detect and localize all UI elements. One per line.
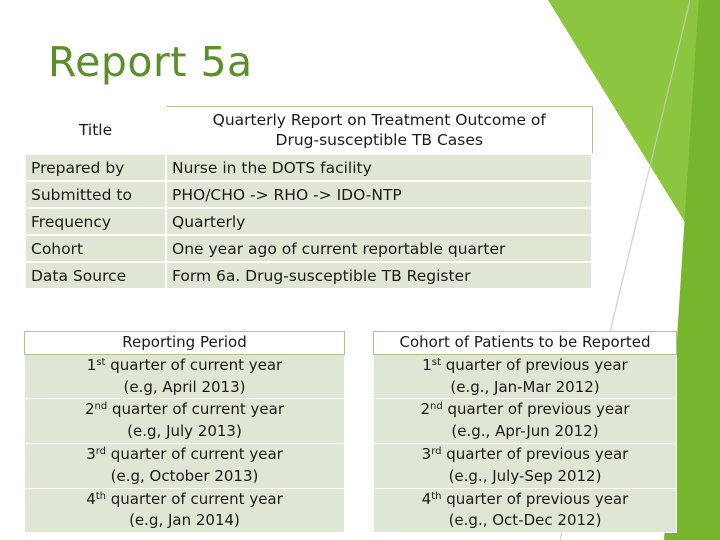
cohort-header-row: Cohort of Patients to be Reported xyxy=(373,331,677,355)
info-row-label: Frequency xyxy=(24,207,167,236)
quarter-text: quarter of current year xyxy=(106,489,283,508)
reporting-period-row: 1st quarter of current year (e.g, April … xyxy=(24,353,345,400)
info-row: Submitted to PHO/CHO -> RHO -> IDO-NTP xyxy=(24,180,593,209)
quarter-example: (e.g., Apr-Jun 2012) xyxy=(451,422,599,441)
cohort-row: 1st quarter of previous year (e.g., Jan-… xyxy=(373,353,677,400)
quarter-text: quarter of previous year xyxy=(442,400,630,419)
quarter-text: quarter of current year xyxy=(107,400,284,419)
quarter-number: 4 xyxy=(86,489,96,508)
quarter-text: quarter of previous year xyxy=(440,355,628,374)
cohort-row: 3rd quarter of previous year (e.g., July… xyxy=(373,442,677,489)
reporting-period-cell: 2nd quarter of current year (e.g, July 2… xyxy=(24,398,345,444)
cohort-header: Cohort of Patients to be Reported xyxy=(373,331,677,355)
info-row: Cohort One year ago of current reportabl… xyxy=(24,234,593,263)
info-header-value-line1: Quarterly Report on Treatment Outcome of xyxy=(212,110,546,129)
cohort-patients-table: Cohort of Patients to be Reported 1st qu… xyxy=(373,331,677,534)
reporting-period-row: 4th quarter of current year (e.g, Jan 20… xyxy=(24,487,345,534)
ordinal-suffix: nd xyxy=(94,401,108,413)
info-row-label: Cohort xyxy=(24,234,167,263)
quarter-number: 3 xyxy=(86,444,96,463)
info-header-value: Quarterly Report on Treatment Outcome of… xyxy=(165,105,593,155)
info-header-row: Title Quarterly Report on Treatment Outc… xyxy=(24,105,593,155)
quarter-example: (e.g, April 2013) xyxy=(123,377,246,396)
info-row-value: PHO/CHO -> RHO -> IDO-NTP xyxy=(165,180,593,209)
quarter-example: (e.g, October 2013) xyxy=(110,466,259,485)
ordinal-suffix: rd xyxy=(431,445,442,457)
info-row-label: Prepared by xyxy=(24,153,167,182)
cohort-row: 4th quarter of previous year (e.g., Oct-… xyxy=(373,487,677,534)
quarter-number: 1 xyxy=(86,355,97,374)
info-row-value: Quarterly xyxy=(165,207,593,236)
reporting-period-cell: 3rd quarter of current year (e.g, Octobe… xyxy=(24,442,345,489)
info-row: Frequency Quarterly xyxy=(24,207,593,236)
ordinal-suffix: rd xyxy=(95,445,107,457)
reporting-period-header-row: Reporting Period xyxy=(24,331,345,355)
report-info-table: Title Quarterly Report on Treatment Outc… xyxy=(24,105,593,290)
info-row-value: Nurse in the DOTS facility xyxy=(165,153,593,182)
reporting-period-table: Reporting Period 1st quarter of current … xyxy=(24,331,345,534)
quarter-number: 2 xyxy=(84,400,95,419)
cohort-cell: 4th quarter of previous year (e.g., Oct-… xyxy=(373,487,677,534)
cohort-cell: 2nd quarter of previous year (e.g., Apr-… xyxy=(373,398,677,444)
quarter-example: (e.g, July 2013) xyxy=(127,422,242,441)
quarter-example: (e.g., Oct-Dec 2012) xyxy=(448,511,602,530)
reporting-period-row: 3rd quarter of current year (e.g, Octobe… xyxy=(24,442,345,489)
ordinal-suffix: st xyxy=(431,356,441,368)
info-row-value: Form 6a. Drug-susceptible TB Register xyxy=(165,261,593,290)
quarter-number: 3 xyxy=(421,444,432,463)
info-header-value-line2: Drug-susceptible TB Cases xyxy=(275,130,483,149)
info-header-label: Title xyxy=(24,105,167,155)
quarter-number: 4 xyxy=(421,489,432,508)
reporting-period-header: Reporting Period xyxy=(24,331,345,355)
reporting-period-cell: 4th quarter of current year (e.g, Jan 20… xyxy=(24,487,345,534)
cohort-cell: 3rd quarter of previous year (e.g., July… xyxy=(373,442,677,489)
quarter-text: quarter of previous year xyxy=(441,489,629,508)
quarter-example: (e.g., July-Sep 2012) xyxy=(448,466,602,485)
info-row: Prepared by Nurse in the DOTS facility xyxy=(24,153,593,182)
ordinal-suffix: st xyxy=(96,356,106,368)
info-row-value: One year ago of current reportable quart… xyxy=(165,234,593,263)
reporting-period-row: 2nd quarter of current year (e.g, July 2… xyxy=(24,398,345,444)
quarter-number: 1 xyxy=(422,355,432,374)
cohort-cell: 1st quarter of previous year (e.g., Jan-… xyxy=(373,353,677,400)
quarter-number: 2 xyxy=(420,400,431,419)
quarter-text: quarter of previous year xyxy=(441,444,629,463)
quarter-text: quarter of current year xyxy=(106,444,283,463)
info-row-label: Submitted to xyxy=(24,180,167,209)
reporting-period-cell: 1st quarter of current year (e.g, April … xyxy=(24,353,345,400)
quarter-example: (e.g., Jan-Mar 2012) xyxy=(450,377,600,396)
quarter-example: (e.g, Jan 2014) xyxy=(129,511,240,530)
slide-title: Report 5a xyxy=(48,38,253,86)
ordinal-suffix: th xyxy=(95,490,107,502)
info-row-label: Data Source xyxy=(24,261,167,290)
info-row: Data Source Form 6a. Drug-susceptible TB… xyxy=(24,261,593,290)
ordinal-suffix: nd xyxy=(430,401,443,413)
cohort-row: 2nd quarter of previous year (e.g., Apr-… xyxy=(373,398,677,444)
quarter-text: quarter of current year xyxy=(105,355,283,374)
ordinal-suffix: th xyxy=(431,490,442,502)
